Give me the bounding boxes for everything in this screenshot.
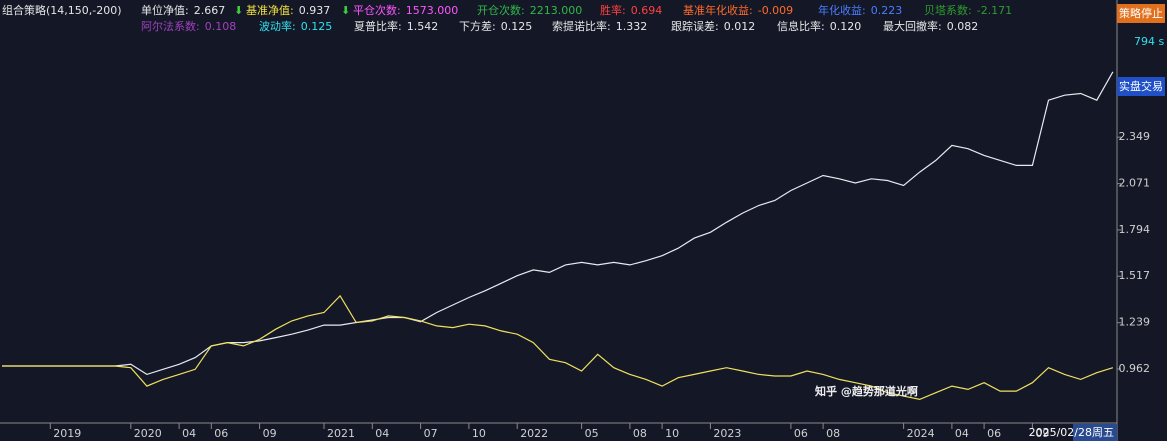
stat-value: -2.171 [977, 4, 1012, 17]
stat-label: 夏普比率: [354, 19, 402, 33]
stat-value: 0.012 [724, 20, 756, 33]
stat-label: 开仓次数: [477, 3, 525, 17]
stat: 夏普比率: 1.542 [354, 19, 438, 33]
x-tick-label: 2023 [713, 427, 741, 440]
y-tick-label: 2.349 [1119, 130, 1151, 143]
stat-label: 索提诺比率: [552, 19, 611, 33]
y-tick-label: 1.517 [1119, 269, 1151, 282]
stat-value: 0.223 [871, 4, 903, 17]
y-tick-label: 1.794 [1119, 223, 1151, 236]
x-tick-label: 06 [987, 427, 1001, 440]
stat-value: 1.542 [407, 20, 439, 33]
stat-label: 年化收益: [818, 3, 866, 17]
cursor-date: 2025/02/28周五 [1029, 426, 1114, 439]
stat: 单位净值: 2.667 [141, 3, 225, 17]
cursor-date-box [1073, 424, 1117, 441]
stat-value: 1.332 [616, 20, 648, 33]
x-tick-label: 2020 [134, 427, 162, 440]
stat-label: 信息比率: [777, 19, 825, 33]
series-line [2, 71, 1114, 376]
stat-value: 0.125 [301, 20, 333, 33]
stat: 波动率: 0.125 [259, 19, 332, 33]
stat: 贝塔系数: -2.171 [924, 4, 1012, 17]
x-tick-label: 2019 [53, 427, 81, 440]
stat-value: 0.937 [299, 4, 331, 17]
stat: 索提诺比率: 1.332 [552, 19, 647, 33]
x-tick-label: 04 [955, 427, 969, 440]
x-tick-label: 08 [633, 427, 647, 440]
live-button-label[interactable]: 实盘交易 [1119, 79, 1163, 93]
stat: 下方差: 0.125 [459, 19, 532, 33]
stat: 基准净值: 0.937 [246, 3, 330, 17]
stop-button-label[interactable]: 策略停止 [1119, 6, 1163, 20]
stat: 阿尔法系数: 0.108 [141, 19, 236, 33]
stat: 基准年化收益: -0.009 [683, 3, 793, 17]
y-tick-label: 1.239 [1119, 316, 1151, 329]
timer: 794 s [1134, 35, 1164, 48]
stat-label: 平仓次数: [353, 3, 401, 17]
stat: 跟踪误差: 0.012 [671, 19, 755, 33]
y-tick-label: 2.071 [1119, 177, 1151, 190]
x-tick-label: 08 [826, 427, 840, 440]
stat-value: 0.125 [501, 20, 533, 33]
stat: 最大回撤率: 0.082 [883, 19, 978, 33]
x-tick-label: 07 [424, 427, 438, 440]
stat: 开仓次数: 2213.000 [477, 3, 582, 17]
x-tick-label: 04 [375, 427, 389, 440]
x-tick-label: 10 [665, 427, 679, 440]
x-tick-label: 04 [182, 427, 196, 440]
x-tick-label: 06 [794, 427, 808, 440]
stat: 年化收益: 0.223 [818, 3, 902, 17]
x-tick-label: 06 [214, 427, 228, 440]
live-button[interactable] [1117, 77, 1165, 96]
x-tick-label: 09 [1035, 427, 1049, 440]
stop-button[interactable] [1117, 4, 1165, 23]
stat-value: 0.694 [631, 4, 663, 17]
arrow-icon: ⬇ [234, 4, 243, 17]
stat: 信息比率: 0.120 [777, 19, 861, 33]
stat-label: 最大回撤率: [883, 19, 942, 33]
stat-label: 胜率: [600, 3, 626, 17]
stat-label: 基准年化收益: [683, 3, 753, 17]
x-tick-label: 2024 [907, 427, 935, 440]
stat-value: 0.108 [205, 20, 237, 33]
stat: 平仓次数: 1573.000 [353, 3, 458, 17]
stat-label: 贝塔系数: [924, 4, 972, 17]
series-line [2, 294, 1114, 401]
arrow-icon: ⬇ [341, 4, 350, 17]
stat-label: 基准净值: [246, 3, 294, 17]
stat-label: 跟踪误差: [671, 19, 719, 33]
stat-label: 下方差: [459, 19, 496, 33]
stat: 胜率: 0.694 [600, 3, 662, 17]
x-tick-label: 05 [585, 427, 599, 440]
stat-value: 2.667 [194, 4, 226, 17]
x-tick-label: 2022 [520, 427, 548, 440]
stat-value: -0.009 [758, 4, 793, 17]
stat-label: 阿尔法系数: [141, 19, 200, 33]
x-tick-label: 09 [263, 427, 277, 440]
stat-label: 单位净值: [141, 3, 189, 17]
stat-label: 波动率: [259, 19, 296, 33]
x-tick-label: 2021 [327, 427, 355, 440]
watermark: 知乎 @趋势那道光啊 [814, 384, 918, 398]
x-tick-label: 10 [472, 427, 486, 440]
y-tick-label: 0.962 [1119, 362, 1151, 375]
stat-value: 1573.000 [406, 4, 459, 17]
stat-value: 0.082 [947, 20, 979, 33]
strategy-name: 组合策略(14,150,-200) [2, 3, 122, 17]
stat-value: 0.120 [830, 20, 862, 33]
stat-value: 2213.000 [530, 4, 583, 17]
